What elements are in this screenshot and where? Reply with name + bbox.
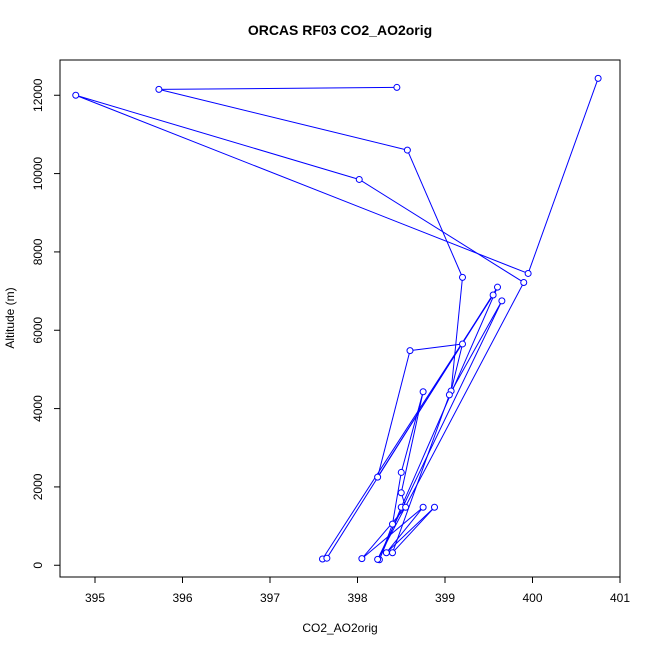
data-point [419, 388, 427, 396]
series-segment [392, 472, 402, 525]
y-tick-label: 8000 [31, 238, 45, 265]
y-tick-label: 10000 [31, 157, 45, 191]
series-segment [406, 149, 463, 278]
data-point [393, 83, 401, 91]
y-tick-label: 6000 [31, 317, 45, 344]
plot-frame [59, 59, 621, 578]
data-point [355, 175, 363, 183]
chart-title: ORCAS RF03 CO2_AO2orig [248, 22, 432, 38]
data-point [419, 503, 427, 511]
series-segment [358, 179, 525, 283]
data-point [402, 503, 410, 511]
series-segment [400, 391, 424, 493]
data-point [431, 503, 438, 511]
data-point [374, 473, 382, 481]
x-tick-label: 395 [85, 591, 105, 605]
y-axis: 0 2000 4000 6000 8000 10000 12000 [31, 78, 60, 569]
series-points [72, 74, 602, 564]
data-point [459, 273, 466, 281]
data-point [520, 278, 528, 286]
data-point [72, 91, 80, 99]
x-axis: 395 396 397 398 399 400 401 [85, 577, 630, 605]
series-segment [361, 506, 424, 559]
y-tick-label: 0 [31, 562, 45, 569]
data-point [397, 468, 405, 476]
y-axis-label: Altitude (m) [3, 287, 17, 348]
data-point [524, 269, 532, 277]
data-point [494, 283, 501, 291]
y-tick-label: 2000 [31, 473, 45, 500]
series-segment [392, 394, 450, 553]
data-point [374, 555, 382, 563]
series-segment [392, 506, 435, 554]
data-point [389, 520, 396, 528]
data-point [358, 555, 366, 563]
series-segment [400, 391, 424, 473]
series-segment [75, 94, 360, 180]
x-tick-label: 400 [522, 591, 542, 605]
data-point [389, 549, 396, 557]
x-tick-label: 401 [610, 591, 630, 605]
series-lines [75, 78, 599, 560]
series-segment [448, 300, 503, 396]
x-axis-label: CO2_AO2orig [302, 621, 377, 635]
series-segment [527, 78, 599, 274]
data-point [445, 391, 453, 399]
series-segment [158, 86, 397, 90]
series-segment [75, 94, 529, 274]
x-tick-label: 399 [435, 591, 455, 605]
data-point [382, 549, 390, 557]
series-segment [377, 282, 525, 560]
data-point [323, 554, 331, 562]
y-tick-label: 12000 [31, 78, 45, 112]
data-point [403, 146, 411, 154]
series-segment [409, 343, 463, 352]
x-tick-label: 398 [347, 591, 367, 605]
series-segment [450, 277, 463, 392]
series-segment [326, 286, 498, 559]
series-segment [377, 300, 503, 560]
data-point [489, 291, 497, 299]
series-segment [377, 350, 411, 478]
data-point [397, 489, 405, 497]
data-point [594, 74, 602, 82]
x-tick-label: 397 [260, 591, 280, 605]
series-segment [158, 88, 408, 151]
data-point [498, 297, 506, 305]
data-point [459, 340, 466, 348]
series-segment [386, 506, 435, 554]
series-segment [385, 506, 424, 554]
series-segment [450, 343, 463, 392]
data-point [155, 85, 163, 93]
y-tick-label: 4000 [31, 395, 45, 422]
x-tick-label: 396 [172, 591, 192, 605]
data-point [406, 347, 414, 355]
